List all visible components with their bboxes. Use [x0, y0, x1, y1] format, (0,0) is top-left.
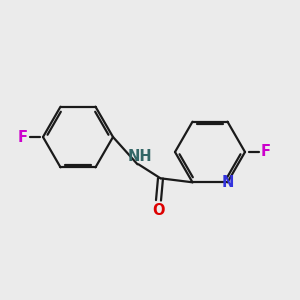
Text: N: N: [221, 175, 234, 190]
Text: NH: NH: [127, 149, 152, 164]
Text: F: F: [18, 130, 28, 145]
Text: F: F: [261, 145, 271, 160]
Text: O: O: [152, 203, 165, 218]
